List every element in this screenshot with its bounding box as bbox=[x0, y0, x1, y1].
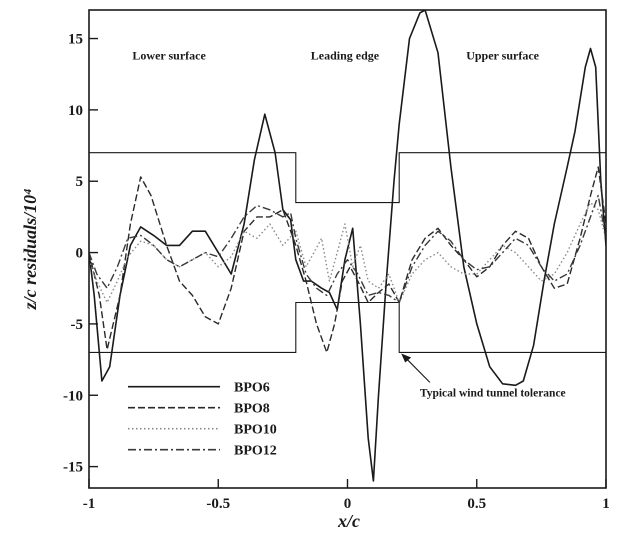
legend-label: BPO6 bbox=[234, 381, 270, 396]
x-axis: -1 -0.5 0 0.5 1 bbox=[83, 479, 610, 512]
legend-label: BPO8 bbox=[234, 402, 270, 417]
x-tick-label: 1 bbox=[602, 496, 610, 512]
region-label: Upper surface bbox=[466, 49, 539, 63]
x-tick-label: 0.5 bbox=[467, 496, 486, 512]
tolerance-lines bbox=[89, 152, 606, 353]
region-label: Lower surface bbox=[132, 49, 206, 63]
series-line-bpo6 bbox=[89, 10, 606, 482]
y-tick-label: -10 bbox=[63, 388, 83, 404]
y-tick-label: 10 bbox=[68, 103, 83, 119]
tolerance-annotation: Typical wind tunnel tolerance bbox=[401, 353, 566, 399]
annotation-arrow-head bbox=[401, 353, 412, 363]
x-axis-title: x/c bbox=[337, 511, 360, 531]
y-tick-label: 0 bbox=[76, 246, 84, 262]
y-tick-label: 15 bbox=[68, 32, 83, 48]
legend-label: BPO12 bbox=[234, 444, 277, 459]
x-tick-label: -0.5 bbox=[206, 496, 230, 512]
tolerance-upper-line bbox=[89, 152, 606, 204]
region-labels: Lower surface Leading edge Upper surface bbox=[132, 49, 539, 63]
y-axis-title: z/c residuals/10⁴ bbox=[20, 189, 40, 311]
y-tick-label: -15 bbox=[63, 460, 83, 476]
region-label: Leading edge bbox=[311, 49, 380, 63]
x-tick-label: -1 bbox=[83, 496, 96, 512]
x-tick-label: 0 bbox=[344, 496, 352, 512]
y-tick-label: 5 bbox=[76, 174, 84, 190]
annotation-arrow-line bbox=[404, 357, 431, 383]
tolerance-lower-line bbox=[89, 301, 606, 353]
annotation-label: Typical wind tunnel tolerance bbox=[420, 387, 566, 399]
series-line-bpo12 bbox=[89, 194, 606, 304]
legend-label: BPO10 bbox=[234, 423, 277, 438]
legend: BPO6 BPO8 BPO10 BPO12 bbox=[128, 381, 277, 459]
y-axis: -15 -10 -5 0 5 10 15 bbox=[63, 32, 98, 476]
y-tick-label: -5 bbox=[71, 317, 84, 333]
series-line-bpo10 bbox=[89, 201, 606, 304]
series-lines bbox=[89, 10, 606, 482]
series-line-bpo8 bbox=[89, 166, 606, 354]
